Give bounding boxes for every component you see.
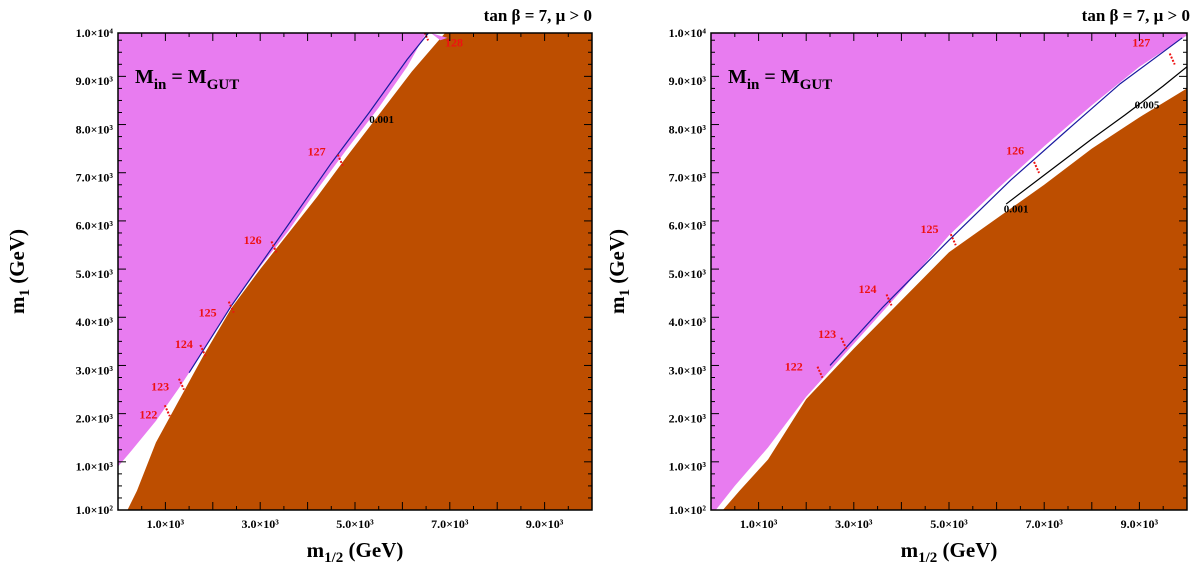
x-tick-label: 3.0×10³ [835, 517, 873, 531]
dm-contour-line [188, 33, 429, 374]
y-tick-label: 1.0×10² [76, 503, 114, 517]
y-tick-label: 1.0×10⁴ [669, 26, 707, 40]
y-tick-label: 9.0×10³ [76, 74, 114, 88]
y-tick-label: 2.0×10³ [669, 411, 707, 425]
higgs-mass-label: 127 [1132, 35, 1150, 49]
dm-contour-label: 0.005 [1135, 100, 1160, 112]
annotation-sub2: GUT [800, 77, 833, 93]
higgs-mass-label: 127 [308, 144, 326, 158]
y-axis-label-sub: 1 [617, 289, 633, 297]
annotation-sub2: GUT [207, 77, 240, 93]
excluded-region-upper [711, 33, 1187, 510]
y-tick-label: 3.0×10³ [76, 363, 114, 377]
chart-title: tan β = 7, μ > 0 [484, 6, 592, 25]
annotation-main: M [135, 66, 154, 88]
y-axis-label-unit: (GeV) [5, 229, 29, 289]
x-tick-label: 9.0×10³ [526, 517, 564, 531]
y-tick-label: 8.0×10³ [76, 122, 114, 136]
y-tick-label: 1.0×10⁴ [76, 26, 114, 40]
x-tick-label: 3.0×10³ [241, 517, 279, 531]
y-axis-label-sub: 1 [17, 289, 33, 297]
annotation-sub: in [747, 77, 760, 93]
boundary-condition-label: Min = MGUT [728, 66, 832, 93]
y-axis-label: m1 (GeV) [5, 229, 33, 314]
y-tick-label: 4.0×10³ [76, 315, 114, 329]
y-axis-label-main: m [605, 296, 629, 314]
y-tick-label: 2.0×10³ [76, 411, 114, 425]
y-tick-label: 1.0×10³ [76, 460, 114, 474]
higgs-mass-label: 128 [445, 35, 463, 49]
chart-panel-left: 0.001 122 123 124 125 126 127 128 1.0×10³ 3.0×10³… [0, 0, 597, 567]
y-tick-label: 1.0×10² [669, 503, 707, 517]
higgs-mass-label: 123 [818, 327, 836, 341]
x-tick-label: 9.0×10³ [1121, 517, 1159, 531]
higgs-mass-label: 126 [244, 233, 262, 247]
y-tick-label: 9.0×10³ [669, 74, 707, 88]
dm-contour-label: 0.001 [1004, 204, 1029, 216]
y-tick-label: 5.0×10³ [669, 267, 707, 281]
dm-contour-line [829, 37, 1183, 366]
y-axis-label-main: m [5, 296, 29, 314]
x-axis-label-unit: (GeV) [937, 538, 997, 562]
higgs-mass-label: 126 [1006, 143, 1024, 157]
chart-right: 0.001 0.005 122 123 124 125 126 127 1.0×10³ 3.0×1… [605, 6, 1190, 566]
dm-contour-label: 0.001 [369, 114, 394, 126]
y-tick-label: 4.0×10³ [669, 315, 707, 329]
x-axis-label-sub: 1/2 [324, 550, 343, 566]
annotation-sub: in [154, 77, 167, 93]
higgs-mass-label: 124 [859, 282, 877, 296]
excluded-region-upper [118, 33, 427, 467]
y-tick-label: 3.0×10³ [669, 363, 707, 377]
dm-contour-line [1005, 66, 1187, 205]
boundary-condition-label: Min = MGUT [135, 66, 239, 93]
excluded-region-top [430, 33, 448, 41]
x-axis-label-unit: (GeV) [343, 538, 403, 562]
x-tick-label: 5.0×10³ [930, 517, 968, 531]
y-tick-label: 8.0×10³ [669, 122, 707, 136]
higgs-mass-label: 122 [785, 359, 803, 373]
x-tick-label: 7.0×10³ [431, 517, 469, 531]
y-tick-label: 6.0×10³ [669, 219, 707, 233]
excluded-region-lower [722, 88, 1187, 510]
x-tick-label: 1.0×10³ [147, 517, 185, 531]
x-axis-label-main: m [307, 538, 325, 562]
higgs-mass-label: 123 [151, 380, 169, 394]
higgs-mass-label: 125 [920, 222, 938, 236]
y-tick-label: 1.0×10³ [669, 460, 707, 474]
higgs-mass-label: 124 [175, 337, 193, 351]
chart-panel-right: 0.001 0.005 122 123 124 125 126 127 1.0×10³ 3.0×1… [598, 0, 1195, 567]
annotation-eq: = M [759, 66, 799, 88]
x-axis-label-sub: 1/2 [918, 550, 937, 566]
x-axis-label: m1/2 (GeV) [307, 538, 404, 566]
higgs-mass-label: 122 [139, 407, 157, 421]
chart-title: tan β = 7, μ > 0 [1082, 6, 1190, 25]
y-tick-label: 6.0×10³ [76, 219, 114, 233]
x-axis-label-main: m [901, 538, 919, 562]
x-tick-label: 7.0×10³ [1025, 517, 1063, 531]
x-tick-label: 1.0×10³ [740, 517, 778, 531]
y-axis-label: m1 (GeV) [605, 229, 633, 314]
annotation-eq: = M [166, 66, 206, 88]
plot-area [118, 33, 592, 510]
x-axis-label: m1/2 (GeV) [901, 538, 998, 566]
y-axis-label-unit: (GeV) [605, 229, 629, 289]
annotation-main: M [728, 66, 747, 88]
plot-area [711, 33, 1187, 510]
excluded-region-lower [127, 33, 592, 510]
y-tick-label: 5.0×10³ [76, 267, 114, 281]
x-tick-label: 5.0×10³ [336, 517, 374, 531]
y-tick-label: 7.0×10³ [669, 171, 707, 185]
y-tick-label: 7.0×10³ [76, 171, 114, 185]
higgs-mass-label: 125 [199, 305, 217, 319]
chart-left: 0.001 122 123 124 125 126 127 128 1.0×10³ 3.0×10³… [5, 6, 593, 566]
